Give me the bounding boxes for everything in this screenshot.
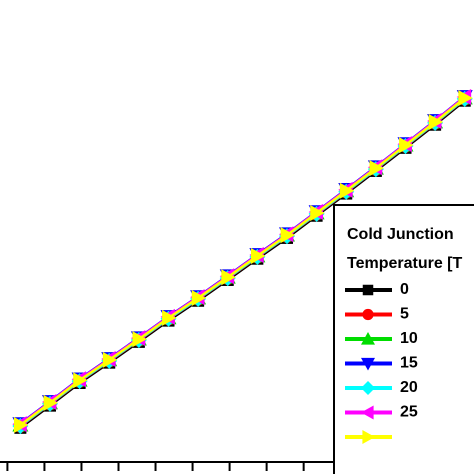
data-point (132, 331, 147, 348)
legend: Cold Junction Temperature [T 0 5 10 15 20 25 (333, 204, 474, 474)
legend-label: 25 (400, 404, 418, 421)
legend-label: 10 (400, 330, 418, 347)
data-point (221, 269, 236, 286)
data-point (339, 182, 355, 199)
legend-title: Cold Junction (347, 226, 454, 243)
data-point (280, 227, 295, 244)
data-point (191, 289, 207, 306)
legend-label: 5 (400, 306, 409, 323)
legend-label: 20 (400, 379, 418, 396)
data-point (102, 351, 118, 368)
legend-marker (361, 357, 375, 371)
legend-label: 0 (400, 281, 409, 298)
legend-marker (362, 430, 375, 444)
legend-marker (362, 284, 374, 296)
legend-marker (361, 381, 375, 395)
data-point (428, 113, 444, 130)
data-point (399, 137, 414, 154)
legend-marker (361, 332, 375, 345)
legend-label: 15 (400, 355, 418, 372)
data-point (250, 247, 266, 264)
legend-marker (361, 405, 374, 420)
data-point (369, 160, 384, 177)
series-line (19, 96, 466, 427)
data-point (43, 394, 58, 411)
data-point (162, 309, 177, 326)
data-point (13, 417, 29, 434)
data-point (73, 372, 88, 389)
data-point (458, 89, 473, 106)
data-point (310, 204, 325, 221)
legend-title: Temperature [T (347, 255, 463, 272)
legend-marker (362, 308, 374, 321)
